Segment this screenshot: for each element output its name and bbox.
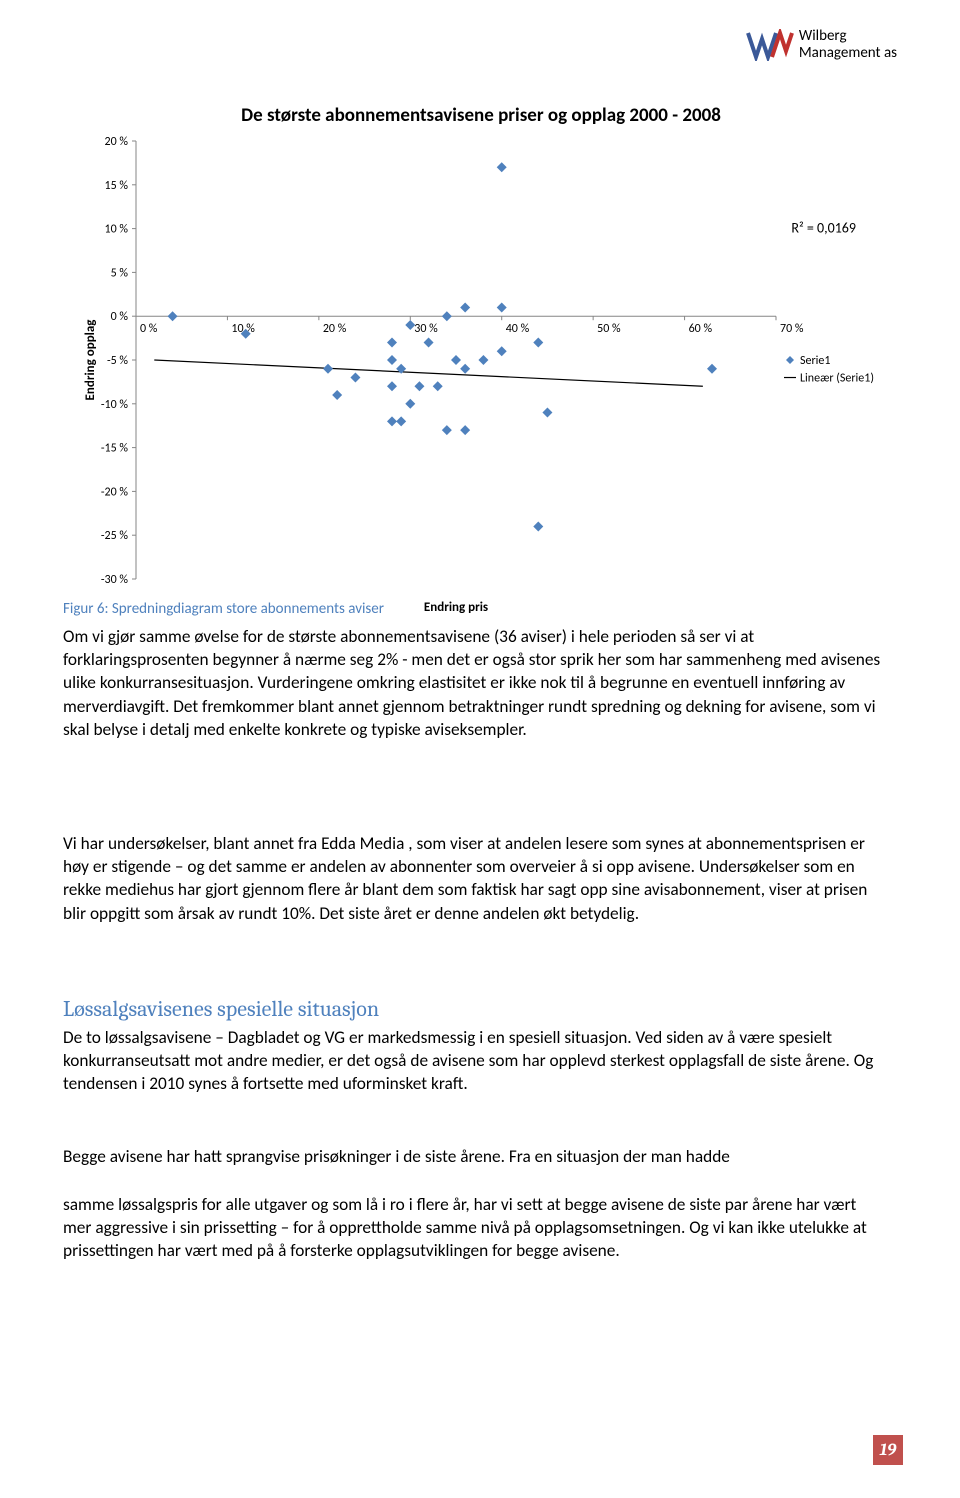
svg-text:5 %: 5 % bbox=[111, 266, 129, 280]
paragraph-4: Begge avisene har hatt sprangvise prisøk… bbox=[63, 1145, 885, 1168]
brand-line2: Management as bbox=[799, 45, 897, 62]
svg-text:20 %: 20 % bbox=[105, 135, 129, 149]
logo-mark-icon bbox=[746, 29, 794, 61]
svg-text:-30 %: -30 % bbox=[101, 573, 129, 587]
brand-logo: Wilberg Management as bbox=[746, 28, 897, 61]
page-number: 19 bbox=[873, 1435, 903, 1465]
paragraph-1: Om vi gjør samme øvelse for de største a… bbox=[63, 625, 885, 741]
svg-text:-5 %: -5 % bbox=[107, 354, 128, 368]
svg-text:-25 %: -25 % bbox=[101, 529, 129, 543]
chart-title: De største abonnementsavisene priser og … bbox=[76, 104, 886, 127]
svg-text:Endring opplag: Endring opplag bbox=[83, 319, 98, 401]
svg-text:20 %: 20 % bbox=[323, 322, 347, 336]
paragraph-3: De to løssalgsavisene – Dagbladet og VG … bbox=[63, 1026, 885, 1096]
svg-text:70 %: 70 % bbox=[780, 322, 804, 336]
svg-text:15 %: 15 % bbox=[105, 179, 129, 193]
svg-text:Lineær (Serie1): Lineær (Serie1) bbox=[800, 372, 874, 386]
svg-text:-15 %: -15 % bbox=[101, 442, 129, 456]
chart-canvas: 20 % 15 % 10 % 5 % 0 % -5 % -10 % -15 % -20 % -25… bbox=[76, 135, 886, 617]
svg-text:40 %: 40 % bbox=[506, 322, 530, 336]
svg-text:60 %: 60 % bbox=[689, 322, 713, 336]
brand-line1: Wilberg bbox=[799, 28, 897, 45]
brand-name: Wilberg Management as bbox=[799, 28, 897, 61]
svg-text:Endring pris: Endring pris bbox=[424, 600, 488, 615]
svg-text:30 %: 30 % bbox=[414, 322, 438, 336]
svg-text:50 %: 50 % bbox=[597, 322, 621, 336]
paragraph-5: samme løssalgspris for alle utgaver og s… bbox=[63, 1193, 885, 1263]
svg-text:R² = 0,0169: R² = 0,0169 bbox=[791, 220, 856, 237]
svg-text:-20 %: -20 % bbox=[101, 485, 129, 499]
svg-text:0 %: 0 % bbox=[111, 310, 129, 324]
figure-caption: Figur 6: Spredningdiagram store abonneme… bbox=[63, 600, 384, 618]
paragraph-2: Vi har undersøkelser, blant annet fra Ed… bbox=[63, 832, 885, 925]
svg-text:Serie1: Serie1 bbox=[800, 354, 830, 368]
svg-text:-10 %: -10 % bbox=[101, 398, 129, 412]
svg-text:0 %: 0 % bbox=[140, 322, 158, 336]
section-heading: Løssalgsavisenes spesielle situasjon bbox=[63, 996, 379, 1022]
svg-text:10 %: 10 % bbox=[105, 223, 129, 237]
scatter-chart: De største abonnementsavisene priser og … bbox=[76, 104, 886, 622]
